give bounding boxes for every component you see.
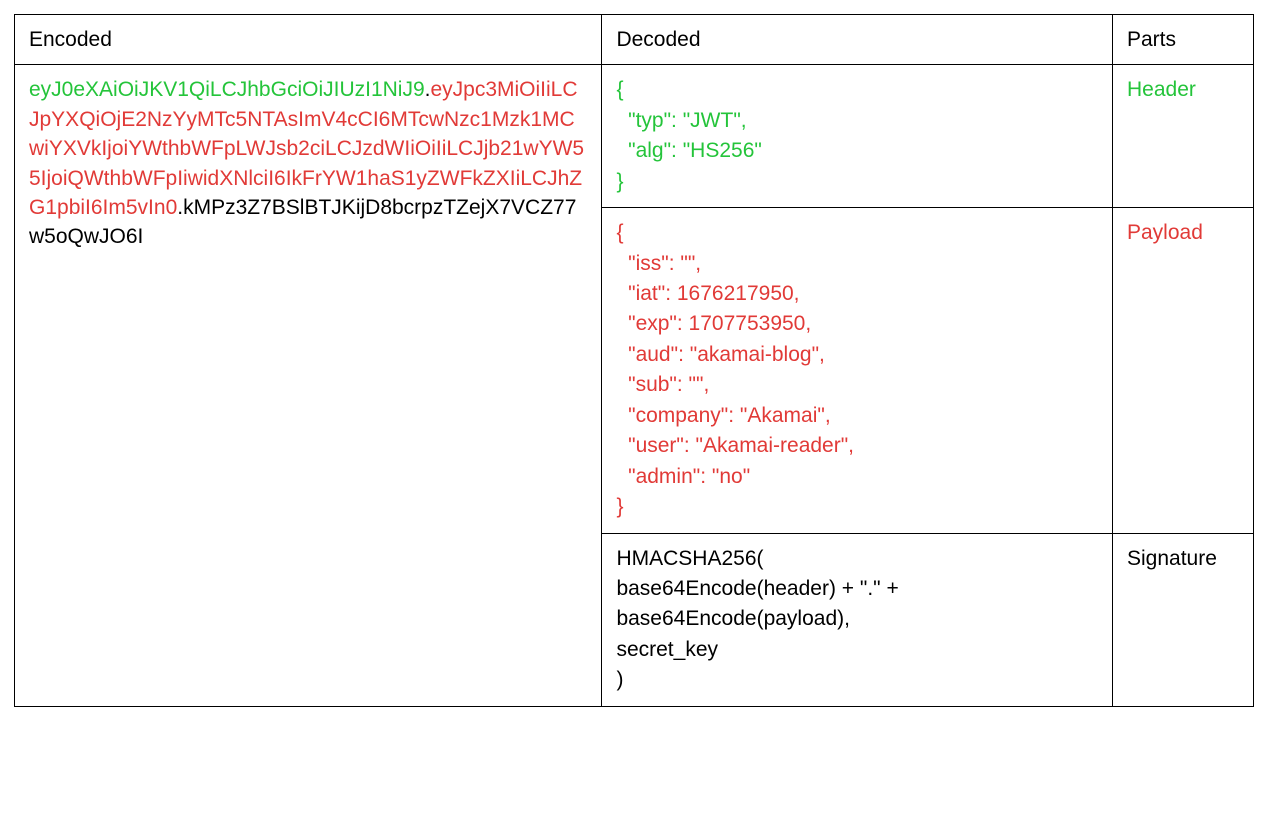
row-header: eyJ0eXAiOiJKV1QiLCJhbGciOiJIUzI1NiJ9.eyJ… — [15, 65, 1254, 208]
cell-decoded-header: { "typ": "JWT", "alg": "HS256" } — [602, 65, 1113, 208]
cell-encoded-token: eyJ0eXAiOiJKV1QiLCJhbGciOiJIUzI1NiJ9.eyJ… — [15, 65, 602, 706]
cell-part-signature: Signature — [1113, 533, 1254, 706]
col-header-parts: Parts — [1113, 15, 1254, 65]
jwt-breakdown-table: Encoded Decoded Parts eyJ0eXAiOiJKV1QiLC… — [14, 14, 1254, 707]
cell-part-header: Header — [1113, 65, 1254, 208]
col-header-decoded: Decoded — [602, 15, 1113, 65]
cell-decoded-payload: { "iss": "", "iat": 1676217950, "exp": 1… — [602, 208, 1113, 533]
cell-decoded-signature: HMACSHA256( base64Encode(header) + "." +… — [602, 533, 1113, 706]
cell-part-payload: Payload — [1113, 208, 1254, 533]
table-header-row: Encoded Decoded Parts — [15, 15, 1254, 65]
col-header-encoded: Encoded — [15, 15, 602, 65]
encoded-header-segment: eyJ0eXAiOiJKV1QiLCJhbGciOiJIUzI1NiJ9 — [29, 78, 425, 101]
